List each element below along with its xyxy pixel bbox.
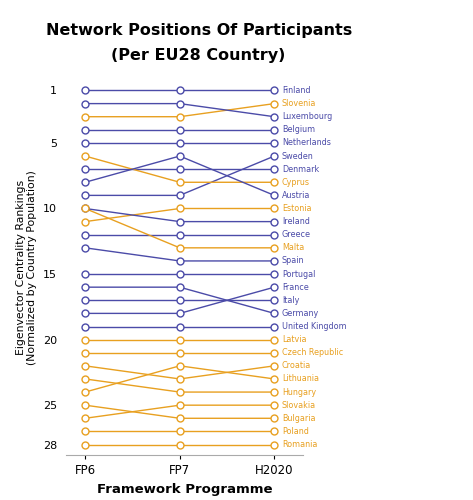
Text: Ireland: Ireland [282,217,310,226]
Y-axis label: Eigenvector Centrality Rankings
(Normalized by Country Population): Eigenvector Centrality Rankings (Normali… [16,170,37,365]
Text: Germany: Germany [282,309,319,318]
Text: United Kingdom: United Kingdom [282,322,347,331]
Text: Slovakia: Slovakia [282,400,316,409]
Text: Latvia: Latvia [282,335,307,344]
Text: Estonia: Estonia [282,204,311,213]
Text: Greece: Greece [282,230,311,239]
Text: Netherlands: Netherlands [282,138,331,147]
Text: Belgium: Belgium [282,126,315,134]
Text: Luxembourg: Luxembourg [282,112,332,121]
Text: France: France [282,282,309,292]
Text: Cyprus: Cyprus [282,178,310,187]
Text: Network Positions Of Participants: Network Positions Of Participants [45,23,352,38]
Text: Finland: Finland [282,86,310,95]
Text: Spain: Spain [282,256,305,266]
Text: Malta: Malta [282,244,304,252]
Text: Romania: Romania [282,440,317,449]
Text: Lithuania: Lithuania [282,374,319,384]
Text: Croatia: Croatia [282,362,311,370]
Text: Slovenia: Slovenia [282,99,316,108]
X-axis label: Framework Programme: Framework Programme [96,482,272,496]
Text: Portugal: Portugal [282,270,315,278]
Text: Hungary: Hungary [282,388,316,396]
Text: Denmark: Denmark [282,164,319,173]
Text: Bulgaria: Bulgaria [282,414,315,423]
Text: Italy: Italy [282,296,299,305]
Text: Austria: Austria [282,191,310,200]
Text: Czech Republic: Czech Republic [282,348,343,357]
Text: Sweden: Sweden [282,152,314,160]
Text: Poland: Poland [282,427,309,436]
Text: (Per EU28 Country): (Per EU28 Country) [112,48,286,63]
